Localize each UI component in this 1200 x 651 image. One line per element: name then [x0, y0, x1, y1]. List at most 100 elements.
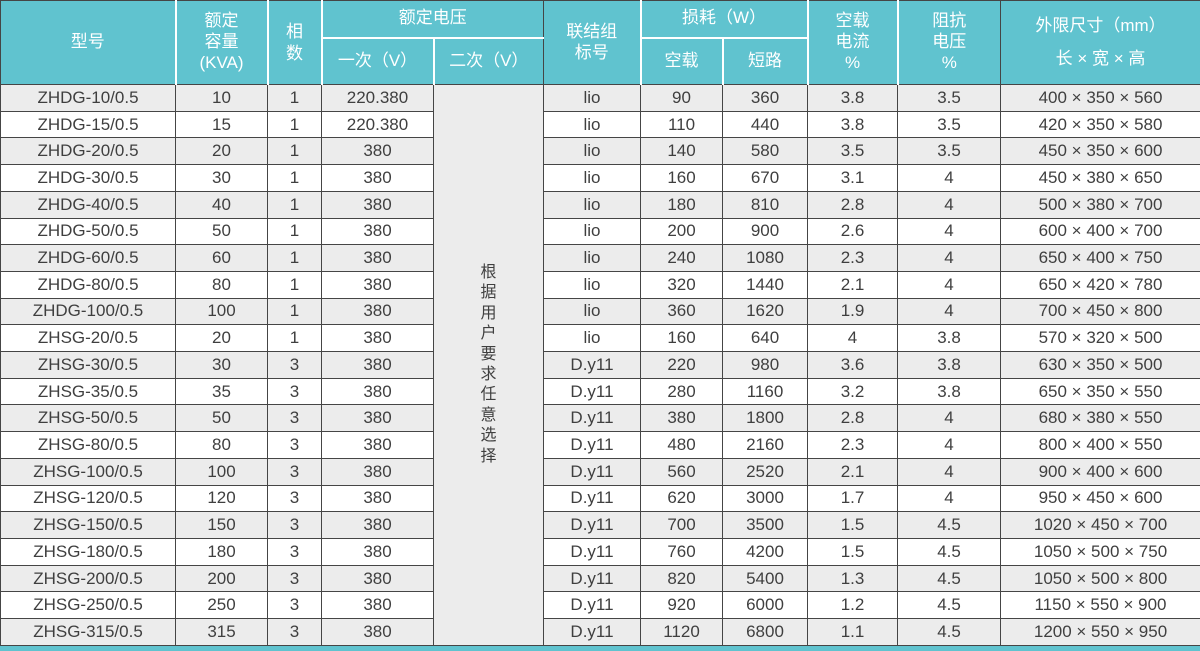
cell-connection-group: lio: [543, 84, 641, 112]
cell-primary-voltage: 380: [321, 618, 434, 646]
cell-connection-group: D.y11: [543, 591, 641, 620]
cell-no-load-current: 4: [807, 324, 899, 353]
table-row: ZHSG-80/0.5 80 3 380 D.y11 480 2160 2.3 …: [0, 431, 1200, 459]
cell-phases: 3: [267, 564, 322, 593]
cell-impedance-voltage: 3.8: [897, 351, 1002, 379]
cell-dimensions: 1150 × 550 × 900: [1000, 591, 1200, 620]
cell-model: ZHSG-50/0.5: [0, 404, 176, 433]
table-row: ZHDG-50/0.5 50 1 380 lio 200 900 2.6 4 6…: [0, 217, 1200, 246]
table-row: ZHDG-100/0.5 100 1 380 lio 360 1620 1.9 …: [0, 297, 1200, 326]
cell-impedance-voltage: 3.5: [897, 110, 1002, 139]
cell-impedance-voltage: 4: [897, 164, 1002, 192]
cell-dimensions: 600 × 400 × 700: [1000, 217, 1200, 246]
cell-capacity: 315: [175, 618, 268, 646]
cell-dimensions: 1050 × 500 × 800: [1000, 564, 1200, 593]
cell-model: ZHDG-80/0.5: [0, 270, 176, 299]
cell-capacity: 50: [175, 217, 268, 246]
table-row: ZHSG-100/0.5 100 3 380 D.y11 560 2520 2.…: [0, 457, 1200, 486]
cell-no-load-loss: 620: [640, 484, 723, 513]
cell-primary-voltage: 380: [321, 217, 434, 246]
cell-dimensions: 950 × 450 × 600: [1000, 484, 1200, 513]
cell-capacity: 15: [175, 110, 268, 139]
cell-connection-group: lio: [543, 110, 641, 139]
cell-connection-group: D.y11: [543, 431, 641, 459]
cell-capacity: 100: [175, 297, 268, 326]
table-row: ZHDG-15/0.5 15 1 220.380 lio 110 440 3.8…: [0, 110, 1200, 139]
cell-capacity: 250: [175, 591, 268, 620]
table-row: ZHSG-315/0.5 315 3 380 D.y11 1120 6800 1…: [0, 618, 1200, 646]
cell-capacity: 200: [175, 564, 268, 593]
cell-impedance-voltage: 4: [897, 190, 1002, 219]
col-header-primary-voltage: 一次（V）: [320, 36, 435, 85]
table-row: ZHDG-30/0.5 30 1 380 lio 160 670 3.1 4 4…: [0, 164, 1200, 192]
cell-impedance-voltage: 4.5: [897, 618, 1002, 646]
cell-dimensions: 680 × 380 × 550: [1000, 404, 1200, 433]
cell-phases: 1: [267, 110, 322, 139]
table-row: ZHDG-40/0.5 40 1 380 lio 180 810 2.8 4 5…: [0, 190, 1200, 219]
cell-impedance-voltage: 4: [897, 484, 1002, 513]
cell-model: ZHSG-180/0.5: [0, 537, 176, 566]
cell-capacity: 180: [175, 537, 268, 566]
cell-impedance-voltage: 4: [897, 270, 1002, 299]
cell-primary-voltage: 380: [321, 564, 434, 593]
cell-connection-group: D.y11: [543, 351, 641, 379]
cell-impedance-voltage: 4.5: [897, 564, 1002, 593]
table-row: ZHSG-50/0.5 50 3 380 D.y11 380 1800 2.8 …: [0, 404, 1200, 433]
cell-connection-group: D.y11: [543, 484, 641, 513]
spec-table-header: 型号 额定 容量 (KVA) 相 数 额定电压 联结组 标号 损耗（W） 空载 …: [0, 0, 1200, 85]
col-header-loss-group: 损耗（W）: [639, 0, 809, 39]
cell-no-load-loss: 220: [640, 351, 723, 379]
table-row: ZHSG-150/0.5 150 3 380 D.y11 700 3500 1.…: [0, 511, 1200, 539]
cell-dimensions: 450 × 350 × 600: [1000, 137, 1200, 166]
cell-short-circuit-loss: 2520: [721, 457, 809, 486]
cell-impedance-voltage: 3.5: [897, 137, 1002, 166]
cell-dimensions: 900 × 400 × 600: [1000, 457, 1200, 486]
cell-no-load-loss: 700: [640, 511, 723, 539]
cell-primary-voltage: 380: [321, 591, 434, 620]
table-row: ZHDG-10/0.5 10 1 220.380 根 据 用 户 要 求 任 意…: [0, 84, 1200, 646]
cell-short-circuit-loss: 1800: [721, 404, 809, 433]
cell-no-load-loss: 160: [640, 324, 723, 353]
cell-connection-group: D.y11: [543, 377, 641, 406]
cell-capacity: 80: [175, 431, 268, 459]
col-header-no-load-loss: 空载: [639, 36, 724, 85]
cell-no-load-loss: 160: [640, 164, 723, 192]
cell-no-load-current: 1.9: [807, 297, 899, 326]
cell-impedance-voltage: 3.8: [897, 324, 1002, 353]
cell-phases: 3: [267, 377, 322, 406]
cell-capacity: 10: [175, 84, 268, 112]
cell-model: ZHSG-35/0.5: [0, 377, 176, 406]
table-row: ZHDG-80/0.5 80 1 380 lio 320 1440 2.1 4 …: [0, 270, 1200, 299]
cell-connection-group: D.y11: [543, 511, 641, 539]
cell-phases: 3: [267, 618, 322, 646]
cell-dimensions: 1020 × 450 × 700: [1000, 511, 1200, 539]
cell-phases: 3: [267, 484, 322, 513]
cell-phases: 1: [267, 270, 322, 299]
cell-short-circuit-loss: 3000: [721, 484, 809, 513]
cell-connection-group: lio: [543, 244, 641, 272]
cell-short-circuit-loss: 900: [721, 217, 809, 246]
cell-no-load-loss: 480: [640, 431, 723, 459]
col-header-phases: 相 数: [266, 0, 323, 85]
cell-phases: 3: [267, 351, 322, 379]
cell-dimensions: 1050 × 500 × 750: [1000, 537, 1200, 566]
cell-no-load-current: 1.5: [807, 511, 899, 539]
cell-no-load-loss: 360: [640, 297, 723, 326]
cell-primary-voltage: 380: [321, 537, 434, 566]
table-row: ZHSG-30/0.5 30 3 380 D.y11 220 980 3.6 3…: [0, 351, 1200, 379]
cell-capacity: 150: [175, 511, 268, 539]
cell-primary-voltage: 380: [321, 137, 434, 166]
cell-connection-group: lio: [543, 324, 641, 353]
cell-model: ZHDG-40/0.5: [0, 190, 176, 219]
cell-phases: 1: [267, 190, 322, 219]
cell-capacity: 20: [175, 324, 268, 353]
cell-no-load-current: 1.7: [807, 484, 899, 513]
col-header-capacity: 额定 容量 (KVA): [174, 0, 269, 85]
cell-short-circuit-loss: 4200: [721, 537, 809, 566]
cell-primary-voltage: 380: [321, 511, 434, 539]
cell-model: ZHDG-15/0.5: [0, 110, 176, 139]
cell-connection-group: lio: [543, 217, 641, 246]
cell-no-load-current: 3.8: [807, 110, 899, 139]
